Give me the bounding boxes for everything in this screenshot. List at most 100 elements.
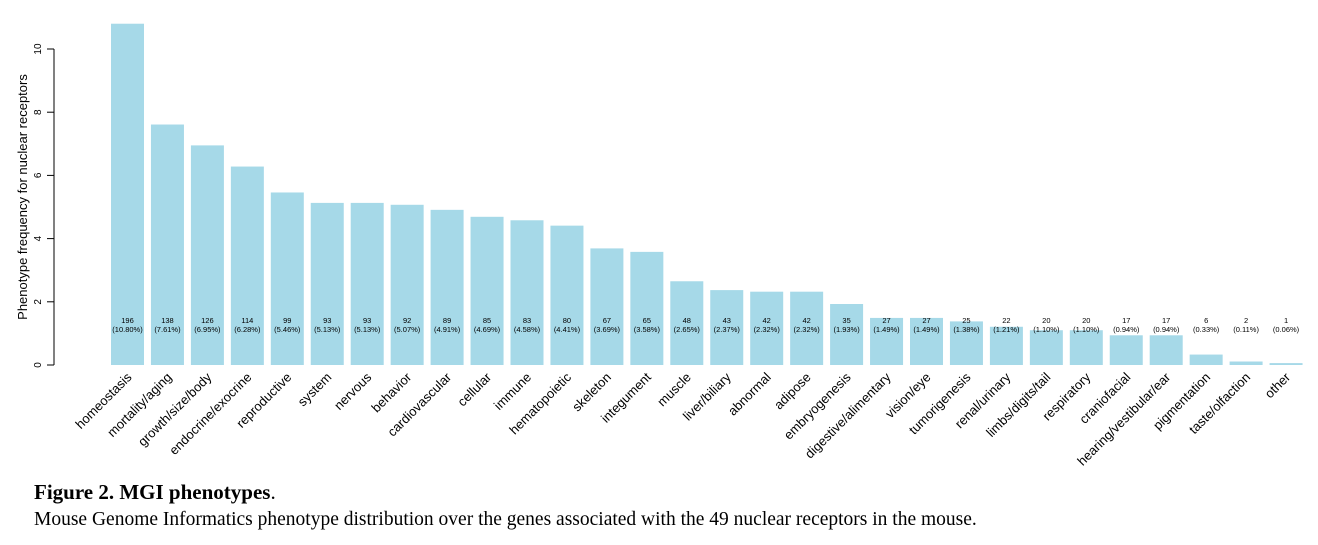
bar-count-label: 42	[802, 316, 810, 325]
y-tick-label: 10	[33, 43, 44, 55]
bar-percent-label: (1.21%)	[993, 325, 1020, 334]
bar	[1149, 335, 1183, 365]
bar	[350, 202, 384, 365]
y-axis: 0 2 4 6 8 10	[33, 43, 55, 368]
bar-count-label: 43	[723, 316, 731, 325]
y-tick-label: 0	[33, 362, 44, 368]
bar-count-label: 17	[1122, 316, 1130, 325]
bar	[230, 166, 264, 365]
bar-percent-label: (5.13%)	[354, 325, 381, 334]
bar-count-label: 80	[563, 316, 571, 325]
x-tick-label: system	[295, 370, 335, 410]
bar-percent-label: (3.69%)	[594, 325, 621, 334]
bar-count-label: 42	[763, 316, 771, 325]
bar	[470, 216, 504, 365]
bar-percent-label: (4.41%)	[554, 325, 581, 334]
bar	[111, 23, 144, 365]
bar	[1229, 361, 1263, 365]
bar	[150, 124, 184, 365]
bar-percent-label: (0.06%)	[1273, 325, 1300, 334]
bar	[430, 209, 464, 365]
bar	[830, 304, 864, 365]
bar-count-label: 35	[842, 316, 850, 325]
bar-percent-label: (7.61%)	[154, 325, 181, 334]
bar-percent-label: (2.32%)	[754, 325, 781, 334]
bar-percent-label: (4.69%)	[474, 325, 501, 334]
bar	[550, 225, 584, 365]
figure-caption-text: Mouse Genome Informatics phenotype distr…	[34, 509, 977, 530]
bar-count-label: 27	[882, 316, 890, 325]
bar-count-label: 93	[363, 316, 371, 325]
bar	[870, 317, 904, 365]
bar-percent-label: (2.32%)	[794, 325, 821, 334]
bar-percent-label: (1.10%)	[1073, 325, 1100, 334]
bar-count-label: 83	[523, 316, 531, 325]
bar-count-label: 2	[1244, 316, 1248, 325]
bar-count-label: 65	[643, 316, 651, 325]
bar-percent-label: (4.91%)	[434, 325, 461, 334]
bar-count-label: 6	[1204, 316, 1208, 325]
bar-count-label: 93	[323, 316, 331, 325]
bar-percent-label: (1.49%)	[913, 325, 940, 334]
bar-percent-label: (2.37%)	[714, 325, 741, 334]
y-axis-label: Phenotype frequency for nuclear receptor…	[15, 74, 30, 320]
bar	[1189, 354, 1223, 365]
figure-caption-label: Figure 2. MGI phenotypes	[34, 480, 271, 504]
x-tick-label: nervous	[331, 369, 375, 413]
bar-percent-label: (1.10%)	[1033, 325, 1060, 334]
bar-count-label: 92	[403, 316, 411, 325]
bar	[910, 317, 943, 365]
bar-data-labels: 196(10.80%)138(7.61%)126(6.95%)114(6.28%…	[112, 316, 1299, 334]
bar	[390, 204, 424, 365]
bar-percent-label: (0.94%)	[1113, 325, 1140, 334]
bar	[190, 145, 224, 365]
bar	[1029, 330, 1063, 365]
bar-percent-label: (0.94%)	[1153, 325, 1180, 334]
bar-percent-label: (5.13%)	[314, 325, 341, 334]
bar	[1069, 330, 1103, 365]
bar	[750, 291, 784, 365]
figure-caption-label-suffix: .	[270, 480, 276, 504]
bar-percent-label: (5.07%)	[394, 325, 421, 334]
bar-percent-label: (6.28%)	[234, 325, 261, 334]
bar-count-label: 48	[683, 316, 691, 325]
bar-percent-label: (2.65%)	[674, 325, 701, 334]
bar-count-label: 17	[1162, 316, 1170, 325]
bar-count-label: 1	[1284, 316, 1288, 325]
bar	[989, 326, 1023, 365]
bar-chart: Phenotype frequency for nuclear receptor…	[15, 23, 1303, 469]
y-tick-label: 4	[33, 235, 44, 241]
bar-percent-label: (1.38%)	[953, 325, 980, 334]
bar-count-label: 25	[962, 316, 970, 325]
y-tick-label: 2	[33, 299, 44, 305]
x-tick-label: cellular	[454, 369, 494, 409]
bar	[1109, 335, 1143, 365]
y-tick-label: 6	[33, 172, 44, 178]
bar-percent-label: (1.49%)	[873, 325, 900, 334]
bar-count-label: 114	[241, 316, 253, 325]
bar-percent-label: (3.58%)	[634, 325, 661, 334]
bar-count-label: 126	[201, 316, 214, 325]
y-tick-label: 8	[33, 109, 44, 115]
bar-percent-label: (4.58%)	[514, 325, 541, 334]
bar-count-label: 85	[483, 316, 491, 325]
bar-percent-label: (5.46%)	[274, 325, 301, 334]
bar-count-label: 67	[603, 316, 611, 325]
bar-percent-label: (0.11%)	[1233, 325, 1259, 334]
bar	[949, 321, 983, 365]
bar	[510, 220, 544, 365]
bar	[790, 291, 824, 365]
bar-percent-label: (6.95%)	[194, 325, 221, 334]
bar-count-label: 27	[922, 316, 930, 325]
bar-count-label: 138	[161, 316, 174, 325]
bar	[630, 251, 664, 365]
x-tick-label: other	[1262, 369, 1294, 401]
bar-count-label: 22	[1002, 316, 1010, 325]
bar	[670, 281, 704, 365]
x-axis-tick-labels: homeostasismortality/aginggrowth/size/bo…	[72, 369, 1293, 468]
bar	[710, 290, 744, 365]
bar-count-label: 20	[1082, 316, 1090, 325]
bar-count-label: 89	[443, 316, 451, 325]
x-tick-label: muscle	[654, 370, 694, 410]
bars	[111, 23, 1303, 365]
